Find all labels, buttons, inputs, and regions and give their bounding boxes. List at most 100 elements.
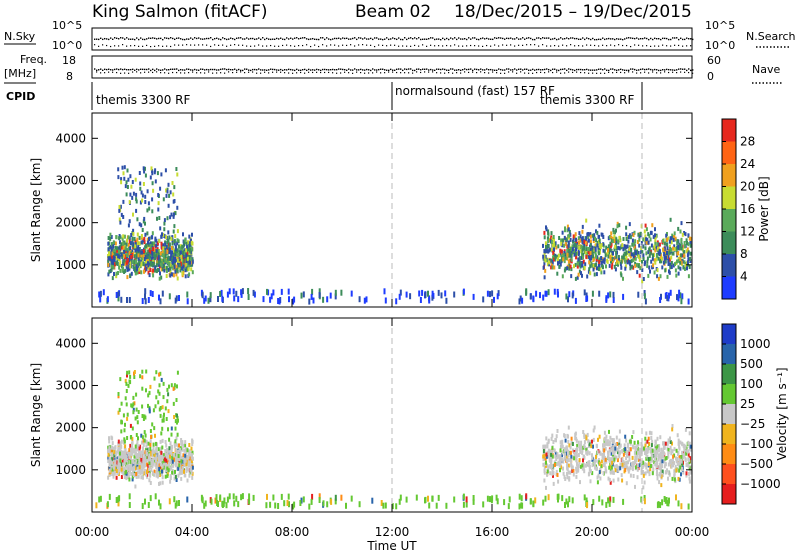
- range-cell: [144, 200, 147, 204]
- range-cell: [136, 447, 139, 452]
- freq-point: [562, 68, 564, 71]
- nsky-point: [152, 37, 154, 39]
- nsky-point: [252, 37, 254, 40]
- range-cell: [123, 165, 126, 170]
- range-cell: [663, 444, 666, 449]
- nsky-point: [624, 38, 626, 40]
- range-cell: [147, 242, 150, 247]
- nsky-point: [362, 38, 364, 40]
- nsky-point: [512, 38, 514, 40]
- range-cell: [147, 270, 150, 275]
- range-cell: [613, 255, 616, 260]
- range-cell: [127, 223, 130, 228]
- range-cell: [144, 249, 147, 254]
- nsky-point: [242, 38, 244, 40]
- range-cell: [174, 474, 177, 479]
- range-cell: [589, 234, 592, 239]
- range-cell: [572, 239, 574, 244]
- range-cell: [190, 240, 193, 245]
- nsearch-point: [366, 44, 368, 46]
- range-cell: [667, 262, 670, 266]
- range-cell: [142, 166, 145, 171]
- range-cell: [140, 461, 143, 466]
- range-cell: [124, 444, 127, 449]
- range-cell: [168, 293, 171, 300]
- range-cell: [583, 455, 585, 459]
- nave-point: [372, 72, 374, 74]
- freq-point: [132, 68, 134, 71]
- range-cell: [619, 462, 622, 467]
- nave-point: [476, 71, 478, 74]
- range-cell: [617, 477, 620, 482]
- range-cell: [681, 452, 684, 457]
- freq-point: [310, 69, 312, 71]
- range-cell: [145, 452, 148, 457]
- range-cell: [575, 255, 578, 260]
- range-cell: [632, 474, 635, 478]
- range-cell: [569, 237, 572, 242]
- range-cell: [555, 254, 558, 259]
- range-cell: [176, 205, 179, 210]
- range-cell: [118, 208, 121, 213]
- range-cell: [671, 427, 674, 432]
- range-cell: [669, 436, 671, 441]
- range-cell: [609, 257, 612, 262]
- range-cell: [143, 249, 145, 254]
- range-cell: [631, 238, 634, 243]
- range-cell: [124, 251, 127, 256]
- range-cell: [146, 237, 149, 242]
- range-cell: [638, 237, 641, 242]
- freq-point: [466, 68, 468, 71]
- freq-point: [508, 68, 510, 70]
- range-cell: [176, 432, 179, 437]
- range-cell: [618, 442, 621, 447]
- range-cell: [575, 438, 578, 443]
- nave-point: [288, 72, 290, 74]
- range-cell: [173, 224, 176, 229]
- freq-point: [304, 68, 306, 71]
- range-cell: [610, 465, 613, 470]
- range-cell: [118, 246, 121, 251]
- range-cell: [557, 479, 560, 484]
- range-cell: [670, 236, 673, 241]
- range-cell: [587, 250, 590, 254]
- nsky-point: [636, 37, 638, 39]
- range-cell: [167, 409, 170, 414]
- range-cell: [673, 447, 676, 452]
- nsky-point: [540, 38, 542, 40]
- range-cell: [583, 440, 586, 445]
- range-cell: [621, 255, 624, 260]
- range-cell: [561, 439, 564, 444]
- range-cell: [126, 185, 129, 189]
- range-cell: [138, 465, 141, 470]
- nsky-point: [548, 37, 550, 39]
- range-cell: [183, 240, 186, 244]
- range-cell: [158, 276, 161, 281]
- range-cell: [548, 464, 551, 469]
- range-cell: [608, 457, 611, 462]
- range-cell: [603, 260, 606, 265]
- nave-point: [608, 71, 610, 73]
- range-cell: [220, 289, 223, 296]
- colorbar-swatch: [722, 276, 736, 300]
- range-cell: [191, 260, 194, 265]
- range-cell: [110, 449, 113, 454]
- freq-point: [372, 68, 374, 70]
- range-cell: [646, 449, 649, 454]
- range-cell: [645, 448, 647, 453]
- range-cell: [482, 296, 485, 303]
- range-cell: [588, 232, 591, 237]
- nave-point: [648, 72, 650, 74]
- range-cell: [191, 465, 194, 470]
- range-cell: [686, 260, 689, 265]
- range-cell: [644, 223, 647, 228]
- nsky-point: [316, 38, 318, 41]
- cpid-label: CPID: [6, 90, 35, 103]
- freq-point: [532, 68, 534, 71]
- range-cell: [603, 448, 606, 453]
- nsky-point: [592, 37, 594, 40]
- range-cell: [165, 244, 168, 249]
- range-cell: [650, 243, 653, 248]
- nsearch-point: [186, 44, 188, 46]
